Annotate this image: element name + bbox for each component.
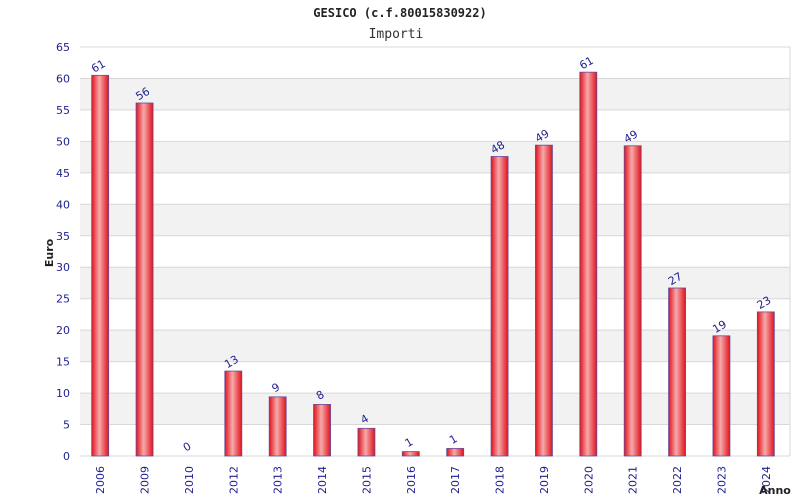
x-tick-label-2016: 2016 <box>405 466 418 494</box>
x-tick-label-2014: 2014 <box>316 466 329 494</box>
bar-2015 <box>357 427 376 457</box>
data-label-2006: 61 <box>89 57 108 75</box>
bar-2016 <box>401 451 420 457</box>
data-label-2024: 23 <box>755 294 774 312</box>
data-label-2017: 1 <box>447 432 460 447</box>
x-tick-label-2021: 2021 <box>627 466 640 494</box>
x-tick-label-2006: 2006 <box>94 466 107 494</box>
x-tick-label-2019: 2019 <box>538 466 551 494</box>
x-tick-label-2022: 2022 <box>671 466 684 494</box>
data-label-2022: 27 <box>666 270 685 288</box>
x-tick-label-2009: 2009 <box>139 466 152 494</box>
x-tick-label-2024: 2024 <box>760 466 773 494</box>
bar-2009 <box>135 102 154 457</box>
bar-2024 <box>756 311 775 457</box>
data-label-2018: 48 <box>489 138 508 156</box>
y-tick-label: 25 <box>56 293 70 306</box>
grid-band <box>80 141 790 173</box>
data-label-2010: 0 <box>181 440 194 455</box>
bars <box>91 71 775 457</box>
bar-2022 <box>668 287 686 457</box>
data-label-2019: 49 <box>533 127 552 145</box>
y-tick-label: 40 <box>56 198 70 211</box>
bar-2006 <box>91 74 110 457</box>
x-tick-label-2015: 2015 <box>360 466 373 494</box>
y-axis-ticks: 0 5 10 15 20 25 30 35 40 45 50 55 60 65 <box>56 41 70 463</box>
x-tick-label-2012: 2012 <box>227 466 240 494</box>
data-label-2020: 61 <box>577 54 596 72</box>
bar-2012 <box>224 370 243 457</box>
grid-band <box>80 204 790 236</box>
x-tick-label-2023: 2023 <box>715 466 728 494</box>
y-tick-label: 35 <box>56 230 70 243</box>
chart-subtitle: Importi <box>369 27 424 42</box>
chart-title: GESICO (c.f.80015830922) <box>313 6 486 20</box>
y-tick-label: 5 <box>63 419 70 432</box>
bar-2013 <box>268 396 287 457</box>
x-tick-label-2017: 2017 <box>449 466 462 494</box>
y-axis-title: Euro <box>43 238 56 267</box>
y-tick-label: 65 <box>56 41 70 54</box>
y-tick-label: 45 <box>56 167 70 180</box>
data-label-2023: 19 <box>710 318 729 336</box>
y-tick-label: 20 <box>56 324 70 337</box>
y-tick-label: 50 <box>56 135 70 148</box>
bar-2018 <box>490 156 509 457</box>
y-tick-label: 60 <box>56 72 70 85</box>
bar-2020 <box>579 71 598 457</box>
bar-2023 <box>712 335 731 457</box>
x-axis-ticks: 2006 2009 2010 2012 2013 2014 2015 2016 2017 2018… <box>94 466 773 494</box>
bar-2019 <box>535 144 553 457</box>
y-tick-label: 10 <box>56 387 70 400</box>
data-label-2012: 13 <box>222 353 241 371</box>
x-axis-title: Anno <box>759 484 791 497</box>
data-label-2009: 56 <box>134 85 153 103</box>
bar-2017 <box>446 448 465 457</box>
bar-2014 <box>313 404 331 457</box>
grid-band <box>80 78 790 110</box>
x-tick-label-2010: 2010 <box>183 466 196 494</box>
y-tick-label: 0 <box>63 450 70 463</box>
bar-2021 <box>623 145 642 457</box>
data-label-2021: 49 <box>622 128 641 146</box>
y-tick-label: 30 <box>56 261 70 274</box>
x-tick-label-2013: 2013 <box>272 466 285 494</box>
x-tick-label-2018: 2018 <box>494 466 507 494</box>
x-tick-label-2020: 2020 <box>582 466 595 494</box>
data-label-2016: 1 <box>403 435 416 450</box>
y-tick-label: 15 <box>56 356 70 369</box>
y-tick-label: 55 <box>56 104 70 117</box>
